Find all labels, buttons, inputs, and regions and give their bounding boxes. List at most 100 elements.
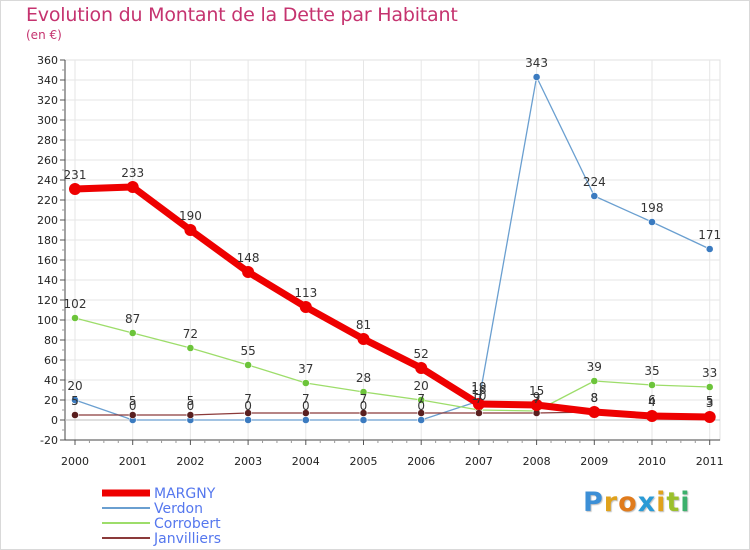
legend-label-verdon: Verdon bbox=[154, 501, 203, 517]
point-verdon bbox=[590, 192, 599, 200]
series-line-verdon bbox=[74, 76, 711, 421]
point-verdon bbox=[71, 396, 79, 404]
data-label-janvilliers: 7 bbox=[244, 392, 252, 406]
point-corrobert bbox=[705, 383, 714, 391]
y-tick-label: 140 bbox=[37, 274, 58, 287]
data-label-corrobert: 87 bbox=[125, 312, 140, 326]
data-label-janvilliers: 6 bbox=[648, 393, 656, 407]
data-label-janvilliers: 7 bbox=[360, 392, 368, 406]
point-janvilliers bbox=[128, 411, 137, 419]
data-label-corrobert: 72 bbox=[183, 327, 198, 341]
legend-label-margny: MARGNY bbox=[154, 486, 216, 502]
point-corrobert bbox=[359, 388, 368, 396]
point-verdon bbox=[648, 218, 656, 226]
y-tick-label: 360 bbox=[37, 54, 58, 67]
logo-letter: o bbox=[618, 487, 638, 518]
point-verdon bbox=[359, 416, 368, 424]
point-margny bbox=[472, 398, 485, 410]
point-margny bbox=[242, 266, 255, 278]
data-label-janvilliers: 7 bbox=[533, 392, 541, 406]
point-corrobert bbox=[590, 377, 599, 385]
point-janvilliers bbox=[301, 409, 310, 417]
y-tick-label: 120 bbox=[37, 294, 58, 307]
data-label-verdon: 0 bbox=[129, 399, 137, 413]
x-tick-label: 2000 bbox=[61, 455, 89, 468]
point-corrobert bbox=[71, 314, 79, 322]
series-line-corrobert bbox=[74, 317, 711, 412]
chart-unit-label: (en €) bbox=[26, 28, 62, 42]
point-corrobert bbox=[186, 344, 195, 352]
data-label-verdon: 0 bbox=[360, 399, 368, 413]
y-tick-label: 60 bbox=[44, 354, 58, 367]
logo-letter: t bbox=[666, 487, 681, 518]
series-verdon bbox=[71, 73, 714, 424]
data-label-corrobert: 28 bbox=[356, 371, 371, 385]
data-label-verdon: 0 bbox=[187, 399, 195, 413]
y-tick-label: -20 bbox=[40, 434, 58, 447]
y-tick-label: 180 bbox=[37, 234, 58, 247]
y-tick-label: 0 bbox=[51, 414, 58, 427]
y-tick-label: 20 bbox=[44, 394, 58, 407]
x-tick-label: 2011 bbox=[696, 455, 724, 468]
point-janvilliers bbox=[417, 409, 426, 417]
data-label-janvilliers: 5 bbox=[187, 394, 195, 408]
point-margny bbox=[126, 181, 139, 193]
point-corrobert bbox=[128, 329, 137, 337]
point-margny bbox=[184, 224, 197, 236]
data-label-verdon: 198 bbox=[641, 201, 664, 215]
point-verdon bbox=[417, 416, 426, 424]
point-margny bbox=[415, 362, 428, 374]
point-corrobert bbox=[244, 361, 252, 369]
data-label-corrobert: 20 bbox=[414, 379, 429, 393]
point-margny bbox=[703, 411, 716, 423]
x-tick-label: 2002 bbox=[176, 455, 204, 468]
y-tick-label: 280 bbox=[37, 134, 58, 147]
y-tick-label: 300 bbox=[37, 114, 58, 127]
chart-title: Evolution du Montant de la Dette par Hab… bbox=[26, 4, 458, 26]
data-label-corrobert: 102 bbox=[64, 297, 87, 311]
y-tick-label: 160 bbox=[37, 254, 58, 267]
data-label-corrobert: 55 bbox=[240, 344, 255, 358]
logo-letter: x bbox=[637, 487, 657, 518]
data-label-janvilliers: 7 bbox=[475, 392, 483, 406]
point-verdon bbox=[301, 416, 310, 424]
series-layer bbox=[69, 73, 716, 424]
point-margny bbox=[357, 333, 370, 345]
data-label-corrobert: 10 bbox=[471, 389, 486, 403]
x-tick-label: 2003 bbox=[234, 455, 262, 468]
x-tick-label: 2004 bbox=[292, 455, 320, 468]
y-tick-label: 200 bbox=[37, 214, 58, 227]
data-label-corrobert: 33 bbox=[702, 366, 717, 380]
y-tick-label: 260 bbox=[37, 154, 58, 167]
data-label-margny: 190 bbox=[179, 209, 202, 223]
logo-letter: i bbox=[680, 487, 691, 518]
point-janvilliers bbox=[244, 409, 252, 417]
x-tick-label: 2009 bbox=[580, 455, 608, 468]
point-margny bbox=[299, 301, 312, 313]
data-label-margny: 52 bbox=[414, 347, 429, 361]
x-tick-label: 2006 bbox=[407, 455, 435, 468]
data-label-janvilliers: 5 bbox=[129, 394, 137, 408]
data-label-corrobert: 35 bbox=[644, 364, 659, 378]
point-janvilliers bbox=[186, 411, 195, 419]
data-label-corrobert: 39 bbox=[587, 360, 602, 374]
data-label-janvilliers: 7 bbox=[302, 392, 310, 406]
y-tick-label: 320 bbox=[37, 94, 58, 107]
data-label-margny: 148 bbox=[237, 251, 260, 265]
y-tick-label: 40 bbox=[44, 374, 58, 387]
y-tick-label: 340 bbox=[37, 74, 58, 87]
data-label-verdon: 224 bbox=[583, 175, 606, 189]
x-axis-ticks: 2000 2001 2002 2003 2004 2005 2006 2007 2008 2009… bbox=[61, 440, 724, 468]
x-tick-label: 2005 bbox=[350, 455, 378, 468]
x-tick-label: 2007 bbox=[465, 455, 493, 468]
data-label-verdon: 19 bbox=[471, 380, 486, 394]
data-label-janvilliers: 8 bbox=[590, 391, 598, 405]
data-label-margny: 233 bbox=[121, 166, 144, 180]
point-verdon bbox=[244, 416, 252, 424]
point-corrobert bbox=[417, 396, 426, 404]
x-tick-label: 2001 bbox=[119, 455, 147, 468]
data-label-janvilliers: 5 bbox=[706, 394, 714, 408]
